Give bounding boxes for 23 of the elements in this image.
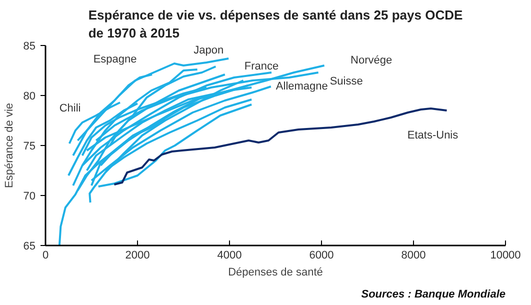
y-tick-label: 75 <box>23 140 36 152</box>
source-note: Sources : Banque Mondiale <box>361 288 506 300</box>
series-label: Espagne <box>93 54 137 66</box>
x-tick-label: 4000 <box>217 250 242 262</box>
x-tick-label: 0 <box>42 250 49 262</box>
y-tick-label: 80 <box>23 90 36 102</box>
series-label: Etats-Unis <box>407 130 459 142</box>
x-tick-label: 8000 <box>401 250 426 262</box>
text: Norvége <box>350 54 392 66</box>
y-axis-title: Espérance de vie <box>3 103 16 188</box>
y-tick-label: 65 <box>23 240 36 252</box>
series-label: Allemagne <box>276 80 328 92</box>
series-label: Suisse <box>330 76 363 88</box>
y-tick-label: 85 <box>23 40 36 52</box>
series-label: Chili <box>59 102 81 114</box>
y-tick-label: 70 <box>23 190 36 202</box>
x-tick-label: 10000 <box>490 250 521 262</box>
x-tick-label: 6000 <box>309 250 334 262</box>
chart-title: Espérance de vie vs. dépenses de santé dans 25 pays OCDE de 1970 à 2015 <box>88 8 463 40</box>
x-axis-title: Dépenses de santé <box>228 266 323 278</box>
series-label: France <box>244 60 279 72</box>
x-tick-label: 2000 <box>125 250 150 262</box>
series-label: Japon <box>194 44 224 56</box>
